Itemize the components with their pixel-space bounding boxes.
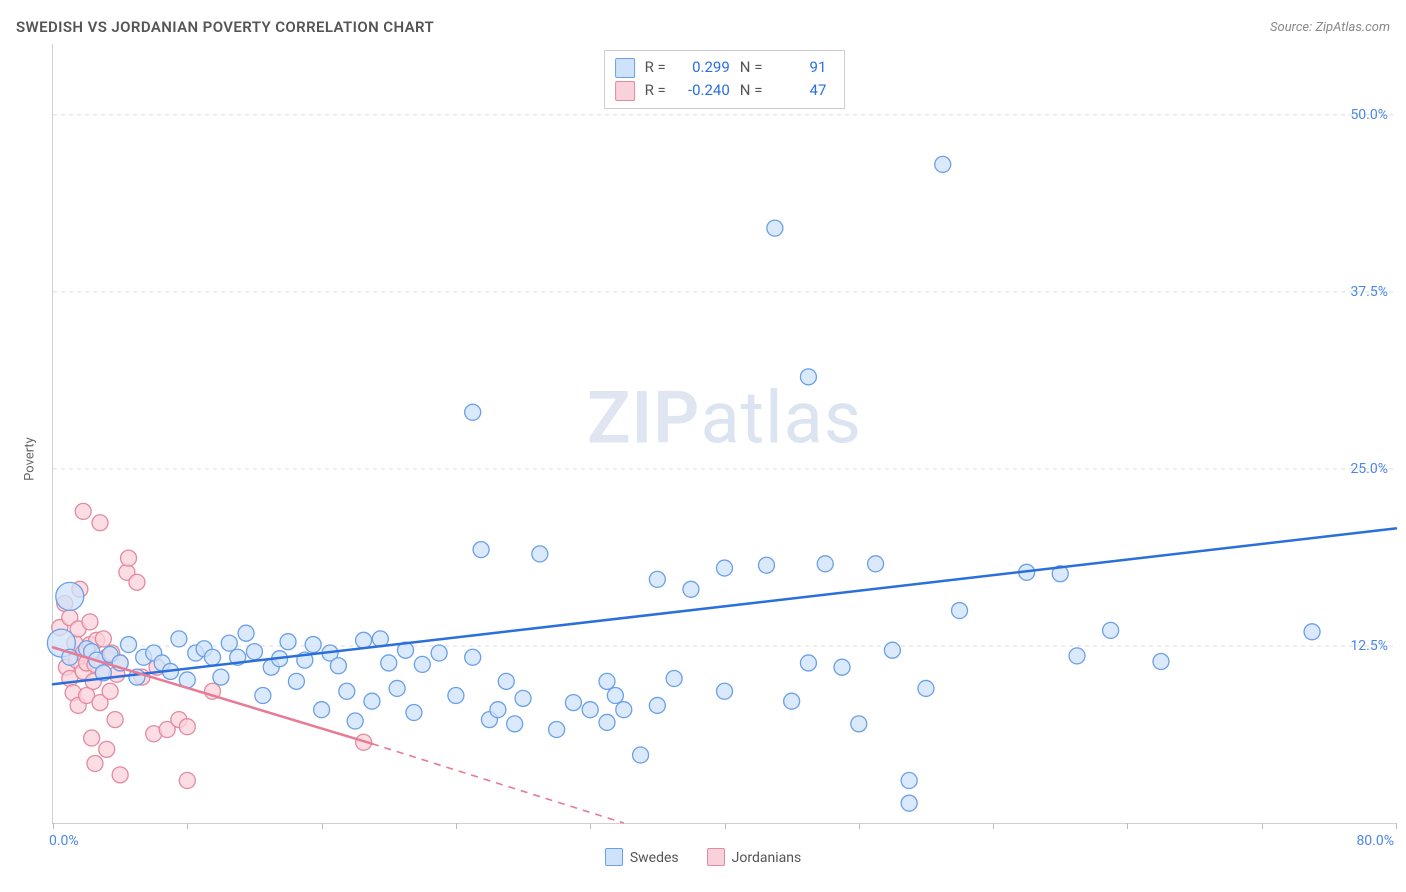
y-tick-label: 25.0% bbox=[1350, 461, 1388, 477]
x-tick bbox=[859, 823, 860, 829]
x-tick bbox=[322, 823, 323, 829]
y-axis-label: Poverty bbox=[22, 437, 37, 481]
source-name: ZipAtlas.com bbox=[1315, 20, 1390, 35]
chart-title: SWEDISH VS JORDANIAN POVERTY CORRELATION… bbox=[16, 18, 434, 36]
legend-swatch-jordanians-icon bbox=[707, 848, 725, 866]
x-tick bbox=[187, 823, 188, 829]
x-tick bbox=[1396, 823, 1397, 829]
legend-item-jordanians: Jordanians bbox=[707, 848, 802, 866]
x-axis-max-label: 80.0% bbox=[1356, 833, 1394, 849]
x-axis-min-label: 0.0% bbox=[49, 833, 79, 849]
x-tick bbox=[993, 823, 994, 829]
x-tick bbox=[725, 823, 726, 829]
y-tick-label: 12.5% bbox=[1350, 638, 1388, 654]
legend-swatch-swedes-icon bbox=[605, 848, 623, 866]
legend-label-jordanians: Jordanians bbox=[732, 850, 802, 866]
legend-item-swedes: Swedes bbox=[605, 848, 679, 866]
y-tick-label: 50.0% bbox=[1350, 107, 1388, 123]
source-prefix: Source: bbox=[1270, 20, 1315, 35]
chart-area: Poverty ZIPatlas R = 0.299 N = 91 R = -0… bbox=[10, 44, 1396, 874]
legend-label-swedes: Swedes bbox=[630, 850, 679, 866]
x-tick bbox=[1127, 823, 1128, 829]
x-tick bbox=[53, 823, 54, 829]
plot-region: ZIPatlas R = 0.299 N = 91 R = -0.240 N =… bbox=[52, 44, 1396, 824]
trend-lines-layer bbox=[53, 44, 1396, 823]
x-tick bbox=[590, 823, 591, 829]
x-tick bbox=[456, 823, 457, 829]
source-credit: Source: ZipAtlas.com bbox=[1270, 20, 1390, 35]
legend: Swedes Jordanians bbox=[10, 848, 1396, 866]
x-tick bbox=[1262, 823, 1263, 829]
y-tick-label: 37.5% bbox=[1350, 284, 1388, 300]
